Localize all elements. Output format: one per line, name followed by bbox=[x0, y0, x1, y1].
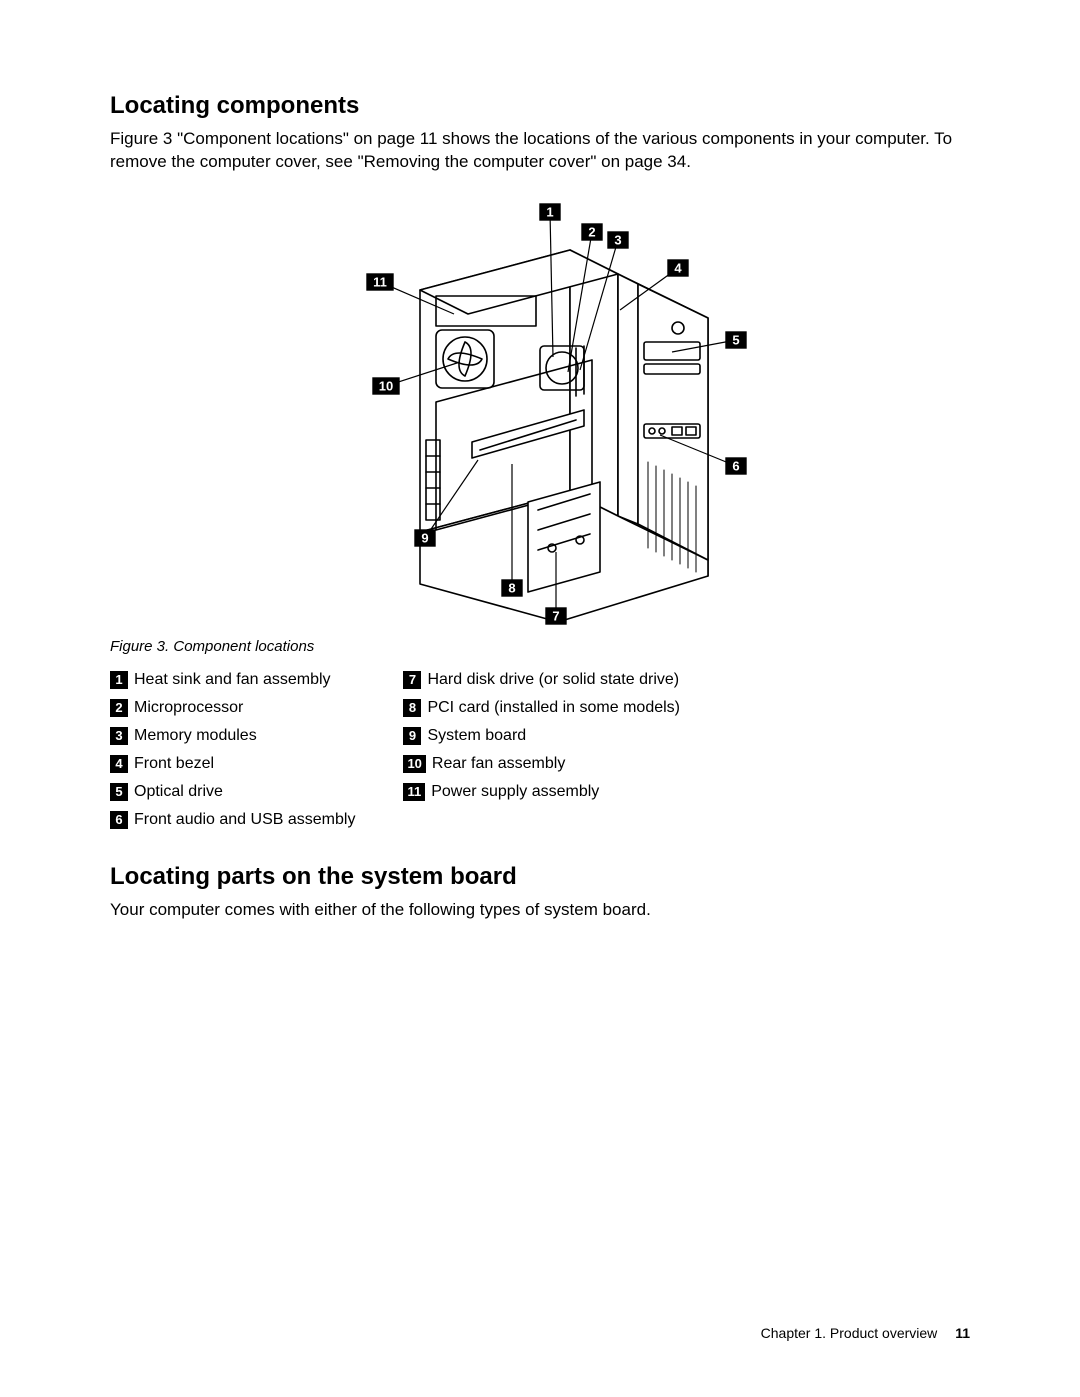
svg-text:9: 9 bbox=[421, 530, 428, 545]
para-locating-parts: Your computer comes with either of the f… bbox=[110, 899, 970, 922]
legend-col-right: 7 Hard disk drive (or solid state drive) 8… bbox=[403, 671, 680, 829]
legend-num-icon: 11 bbox=[403, 783, 425, 801]
figure-caption: Figure 3. Component locations bbox=[110, 638, 970, 655]
heading-locating-parts: Locating parts on the system board bbox=[110, 863, 970, 891]
svg-text:11: 11 bbox=[373, 274, 387, 289]
svg-text:6: 6 bbox=[732, 458, 739, 473]
legend-num-icon: 2 bbox=[110, 699, 128, 717]
svg-text:3: 3 bbox=[614, 232, 621, 247]
legend-label: System board bbox=[427, 727, 526, 745]
legend-item-4: 4 Front bezel bbox=[110, 755, 355, 773]
legend-item-5: 5 Optical drive bbox=[110, 783, 355, 801]
legend-item-2: 2 Microprocessor bbox=[110, 699, 355, 717]
legend-num-icon: 7 bbox=[403, 671, 421, 689]
legend-num-icon: 9 bbox=[403, 727, 421, 745]
legend-label: Front audio and USB assembly bbox=[134, 811, 355, 829]
legend-label: Memory modules bbox=[134, 727, 257, 745]
legend-num-icon: 5 bbox=[110, 783, 128, 801]
legend-num-icon: 4 bbox=[110, 755, 128, 773]
legend-item-8: 8 PCI card (installed in some models) bbox=[403, 699, 680, 717]
document-page: Locating components Figure 3 "Component … bbox=[0, 0, 1080, 1397]
legend-num-icon: 6 bbox=[110, 811, 128, 829]
legend-num-icon: 3 bbox=[110, 727, 128, 745]
legend-item-1: 1 Heat sink and fan assembly bbox=[110, 671, 355, 689]
legend-item-9: 9 System board bbox=[403, 727, 680, 745]
svg-text:8: 8 bbox=[508, 580, 515, 595]
legend-item-10: 10 Rear fan assembly bbox=[403, 755, 680, 773]
svg-text:10: 10 bbox=[379, 378, 393, 393]
legend-item-6: 6 Front audio and USB assembly bbox=[110, 811, 355, 829]
legend-label: Heat sink and fan assembly bbox=[134, 671, 331, 689]
legend-num-icon: 1 bbox=[110, 671, 128, 689]
para-locating-components: Figure 3 "Component locations" on page 1… bbox=[110, 128, 970, 174]
legend-col-left: 1 Heat sink and fan assembly 2 Microprocess… bbox=[110, 671, 355, 829]
legend-label: Microprocessor bbox=[134, 699, 243, 717]
svg-text:7: 7 bbox=[552, 608, 559, 623]
diagram-svg: 1 2 3 4 5 6 7 8 9 10 11 bbox=[240, 192, 840, 632]
svg-text:5: 5 bbox=[732, 332, 739, 347]
legend: 1 Heat sink and fan assembly 2 Microprocess… bbox=[110, 671, 970, 829]
footer-text: Chapter 1. Product overview bbox=[761, 1325, 938, 1341]
legend-label: Front bezel bbox=[134, 755, 214, 773]
page-footer: Chapter 1. Product overview 11 bbox=[761, 1325, 970, 1341]
footer-page-number: 11 bbox=[955, 1325, 970, 1341]
svg-text:1: 1 bbox=[546, 204, 553, 219]
legend-item-3: 3 Memory modules bbox=[110, 727, 355, 745]
heading-locating-components: Locating components bbox=[110, 92, 970, 120]
svg-text:4: 4 bbox=[674, 260, 682, 275]
figure-component-locations: 1 2 3 4 5 6 7 8 9 10 11 bbox=[110, 192, 970, 632]
legend-label: PCI card (installed in some models) bbox=[427, 699, 680, 717]
legend-item-11: 11 Power supply assembly bbox=[403, 783, 680, 801]
legend-num-icon: 8 bbox=[403, 699, 421, 717]
legend-label: Hard disk drive (or solid state drive) bbox=[427, 671, 679, 689]
legend-label: Rear fan assembly bbox=[432, 755, 565, 773]
svg-text:2: 2 bbox=[588, 224, 595, 239]
legend-label: Power supply assembly bbox=[431, 783, 599, 801]
legend-label: Optical drive bbox=[134, 783, 223, 801]
legend-num-icon: 10 bbox=[403, 755, 425, 773]
legend-item-7: 7 Hard disk drive (or solid state drive) bbox=[403, 671, 680, 689]
